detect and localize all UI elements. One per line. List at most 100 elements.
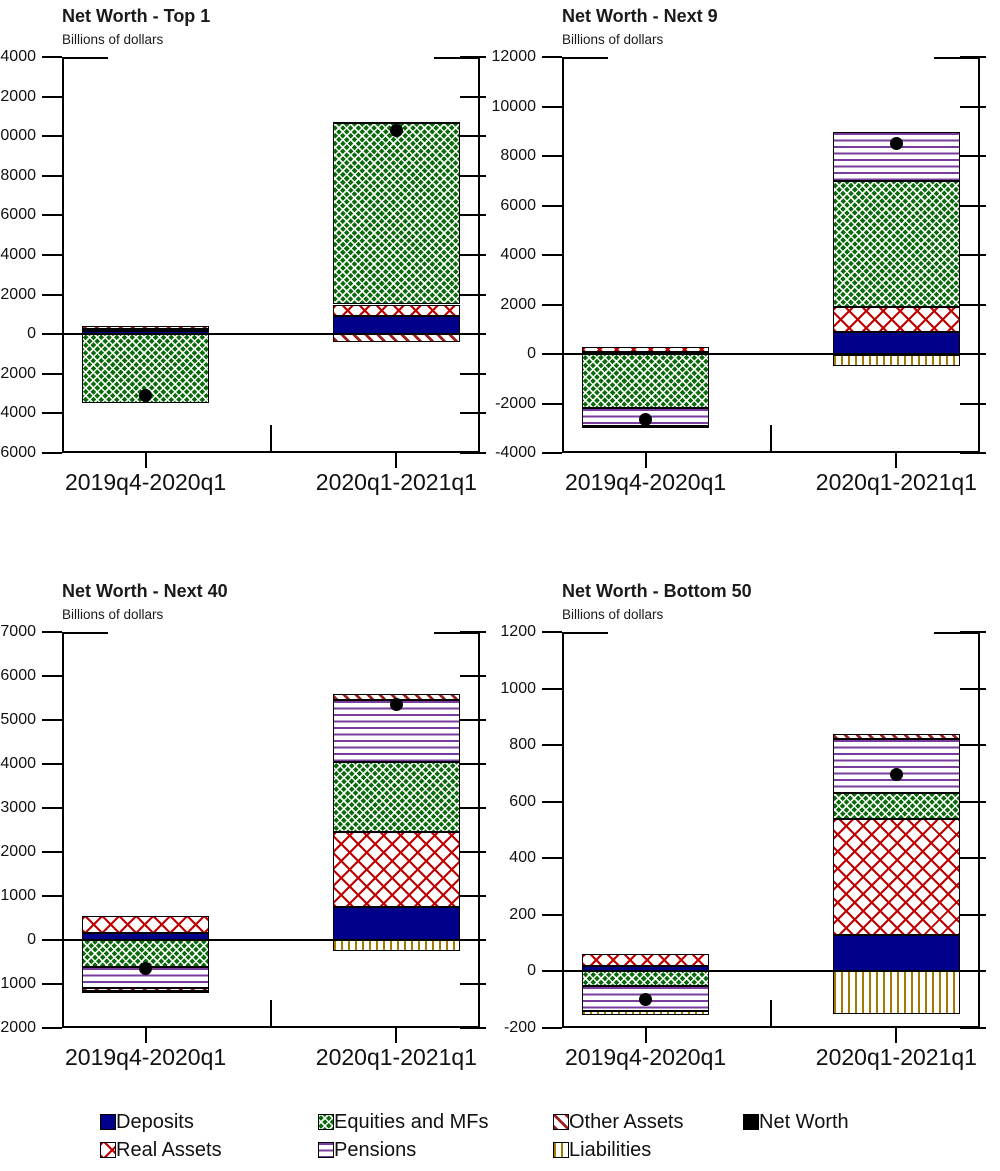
x-category-label: 2019q4-2020q1 [565,1044,727,1070]
bar-segment-equities [82,940,210,968]
legend-label: Other Assets [569,1111,684,1133]
y-axis-tick [42,56,62,58]
y-axis-tick-right [460,135,486,138]
y-axis-label: -2000 [0,364,36,382]
y-axis-tick [542,105,562,108]
y-axis-tick [42,851,62,853]
bar-segment-real-assets [332,304,460,317]
x-category-label: 2020q1-2021q1 [315,469,477,495]
y-axis-tick-right [960,56,986,58]
equities-swatch-icon [318,1114,334,1130]
y-axis-tick-right [960,631,986,633]
x-axis-line [562,451,980,453]
bar-segment-equities [82,334,210,404]
y-axis-label: 0 [527,962,536,980]
y-axis-tick [42,333,62,336]
y-axis-tick [42,1027,62,1029]
x-axis-line [62,1026,480,1028]
net-worth-dot [889,137,903,151]
legend-label: Pensions [334,1139,417,1161]
y-axis-label: 1200 [500,623,536,640]
legend-label: Liabilities [569,1139,652,1161]
y-axis-label: 2000 [0,285,36,303]
y-axis-tick [42,939,62,941]
bar-segment-liabilities [82,990,210,993]
legend-item-equities: Equities and MFs [318,1111,489,1133]
panel-title: Net Worth - Next 9 [562,6,718,26]
y-axis-tick-right [460,631,486,633]
bar-segment-pensions [582,985,710,1012]
y-axis-tick-right [460,983,486,985]
y-axis-label: 5000 [0,711,36,728]
x-axis-tick [395,1028,398,1043]
y-axis-tick [42,214,62,217]
bar-segment-liabilities [582,1011,710,1016]
y-axis-tick-right [460,895,486,897]
y-axis-label: 6000 [500,196,536,214]
y-axis-tick-right [960,303,986,306]
bar-segment-real-assets [82,329,210,332]
bar-segment-liabilities [832,971,960,1014]
other-assets-swatch-icon [553,1114,569,1130]
net-worth-dot [139,389,153,403]
category-divider-tick [270,425,272,451]
legend-item-real-assets: Real Assets [100,1139,222,1161]
x-category-label: 2019q4-2020q1 [65,1044,227,1070]
y-axis-tick [542,402,562,405]
y-axis-label: -6000 [0,444,36,461]
top-frame-right-stub [934,632,980,634]
y-axis-tick [42,95,62,98]
bar-segment-liabilities [332,940,460,951]
y-axis-tick [542,303,562,306]
bar-segment-equities [582,971,710,986]
y-axis-tick-right [960,402,986,405]
x-axis-tick [144,453,147,468]
bar-segment-equities [332,123,460,305]
net-worth-dot [639,413,653,427]
x-axis-tick [395,453,398,468]
y-axis-tick [542,744,562,747]
deposits-swatch-icon [100,1114,116,1130]
y-axis-label: -1000 [0,975,36,992]
zero-line [562,970,980,973]
y-axis-tick-right [960,155,986,157]
plot-area: -4000 -2000 0 2000 4000 6000 8000 10000 12000 201… [492,48,986,495]
y-axis-tick [42,983,62,985]
y-axis-tick [542,254,562,256]
legend-item-deposits: Deposits [100,1111,194,1133]
y-axis-tick [542,913,562,916]
y-axis-tick [42,412,62,415]
legend-item-pensions: Pensions [318,1139,416,1161]
y-axis-tick [542,155,562,157]
y-axis-tick [542,800,562,803]
y-axis-label: -200 [503,1019,536,1036]
bar-segment-deposits [332,316,460,335]
y-axis-tick-right [460,452,486,454]
bar-segment-deposits [832,331,960,354]
net-worth-dot [389,698,403,712]
y-axis-label: 400 [509,849,536,867]
panel-y-axis-units: Billions of dollars [562,607,664,622]
real-assets-swatch-icon [100,1142,116,1158]
y-axis-label: 2000 [500,295,536,313]
top-frame-left-stub [62,632,108,634]
y-axis-label: 6000 [0,206,36,224]
panel-next-40: Net Worth - Next 40 Billions of dollars … [0,575,500,1150]
top-frame-right-stub [434,57,480,59]
bar-segment-equities [832,180,960,307]
y-axis-tick [542,687,562,690]
y-axis-tick [42,763,62,765]
bar-segment-real-assets [582,954,710,966]
y-axis-tick-right [460,214,486,217]
x-axis-tick [895,1028,898,1043]
y-axis-line [562,57,564,453]
y-axis-tick-right [960,744,986,747]
x-category-label: 2020q1-2021q1 [815,1044,977,1070]
panel-bottom-50: Net Worth - Bottom 50 Billions of dollar… [500,575,1000,1150]
legend-item-other-assets: Other Assets [553,1111,684,1133]
y-axis-tick-right [460,1027,486,1029]
x-axis-tick [144,1028,147,1043]
panel-y-axis-units: Billions of dollars [62,32,164,47]
bar-segment-deposits [332,907,460,940]
